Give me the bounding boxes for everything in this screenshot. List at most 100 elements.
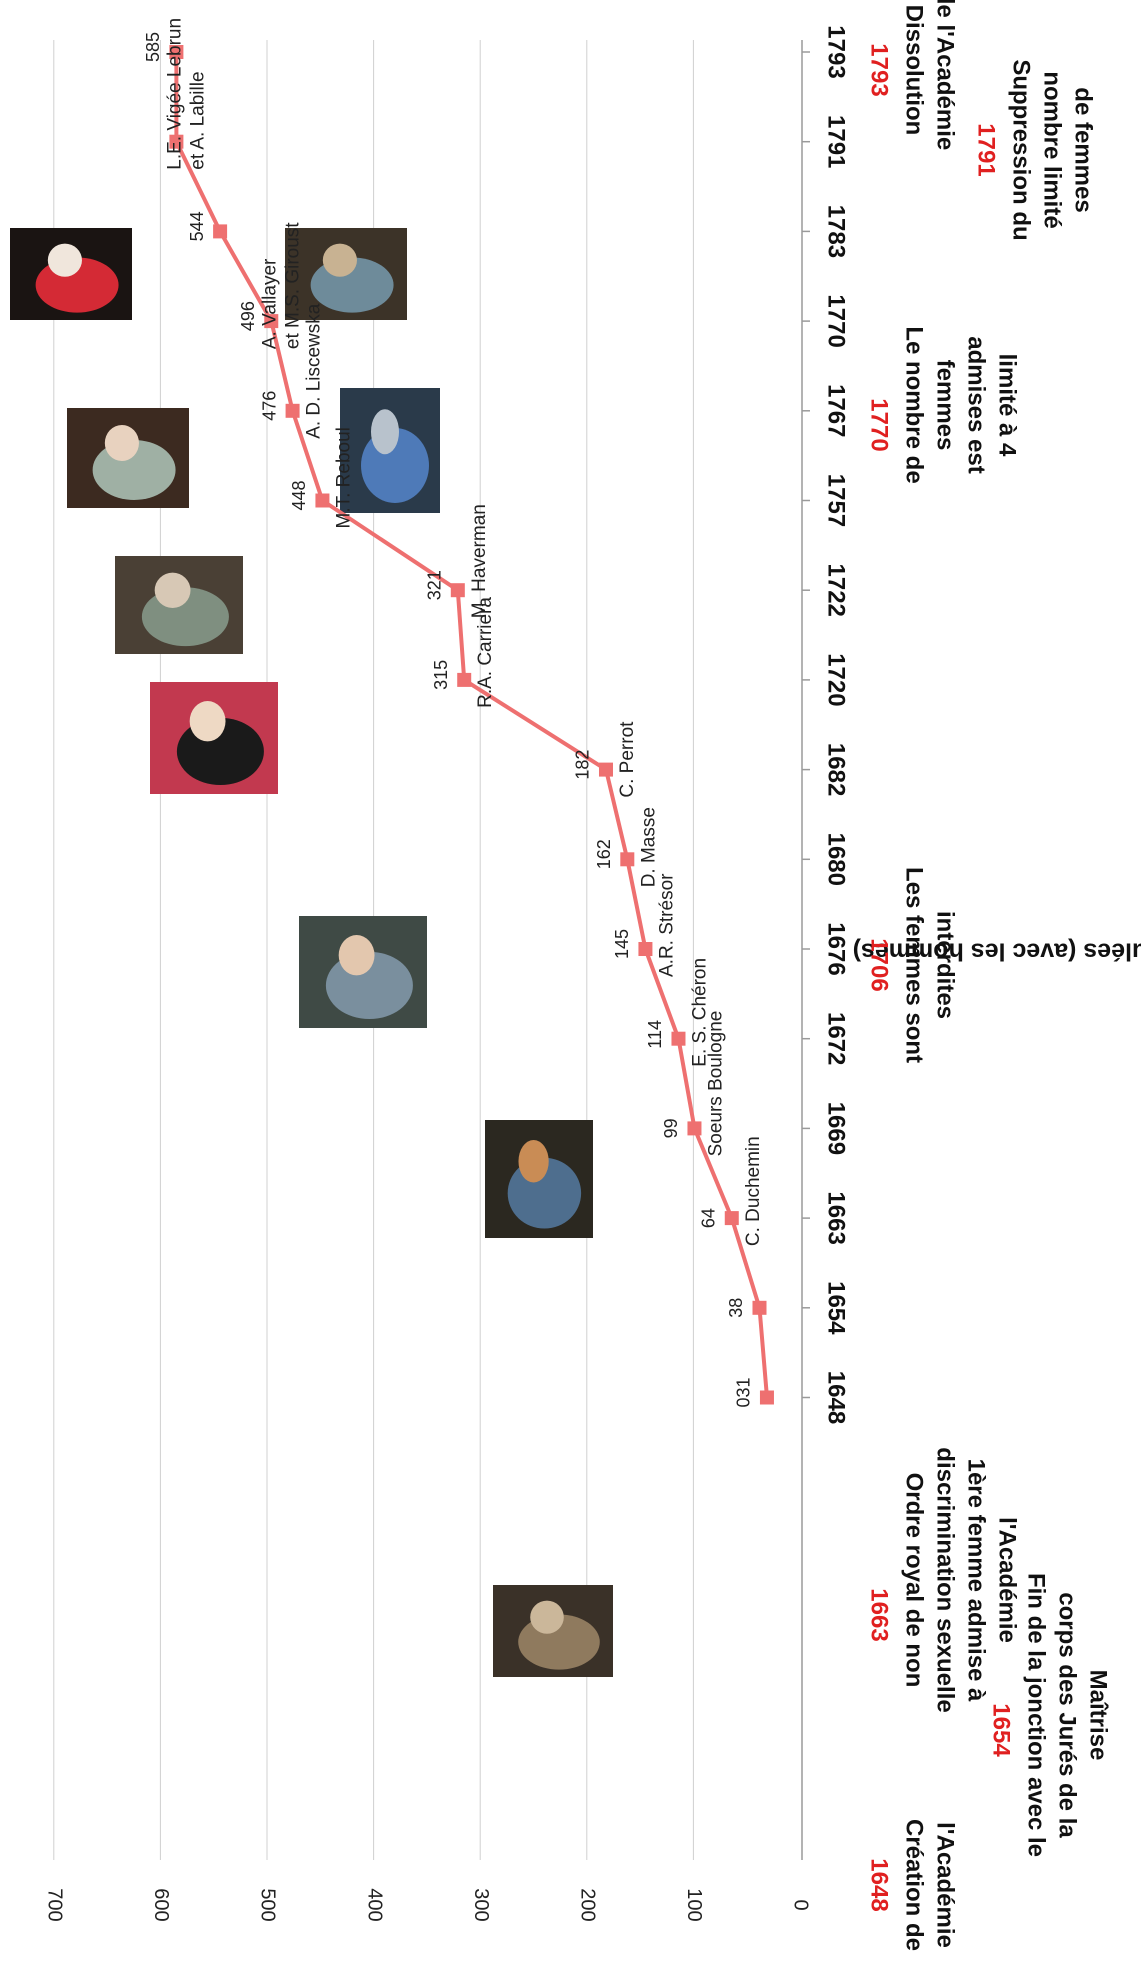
category-tick-label: 1757 (823, 474, 850, 527)
artist-name-label: L.E. Vigée Lebrun (164, 18, 185, 170)
event-description-line: Création de (901, 1819, 928, 1951)
data-point-marker (457, 672, 472, 687)
event-description-line: nombre limité (1039, 71, 1066, 228)
artist-name-label: A.R. Strésor (656, 873, 677, 977)
category-tick-label: 1770 (823, 294, 850, 347)
category-tick-label: 1722 (823, 564, 850, 617)
data-value-label: 544 (187, 211, 207, 241)
value-tick-label: 400 (363, 1888, 385, 1921)
portrait-reboul-image (150, 682, 278, 794)
event-description-line: Les femmes sont (901, 867, 928, 1063)
event-description-line: Suppression du (1008, 59, 1035, 240)
data-value-label: 496 (238, 301, 258, 331)
portrait-cheron-image (485, 1120, 593, 1238)
data-point-marker (598, 762, 613, 777)
category-tick-label: 1663 (823, 1191, 850, 1244)
portrait-face (371, 409, 399, 455)
portrait-vallayer-image (67, 408, 189, 508)
data-point-marker (213, 224, 228, 239)
event-description-line: 1ère femme admise à (963, 1459, 990, 1702)
event-description-line: Le nombre de (901, 326, 928, 483)
event-year-label: 1791 (973, 123, 1000, 176)
data-point-marker (724, 1211, 739, 1226)
data-value-label: 585 (143, 32, 163, 62)
category-tick-label: 1654 (823, 1281, 850, 1335)
category-tick-label: 1720 (823, 653, 850, 706)
data-point-marker (169, 134, 184, 149)
portraits-layer (10, 228, 613, 1677)
data-point-marker (752, 1300, 767, 1315)
data-point-marker (315, 493, 330, 508)
data-value-label: 64 (699, 1208, 719, 1228)
category-tick-label: 1793 (823, 25, 850, 78)
artist-name-label: E. S. Chéron (689, 958, 710, 1067)
data-value-label: 315 (431, 660, 451, 690)
category-tick-label: 1648 (823, 1371, 850, 1424)
artist-name-label: A. Vallayer (259, 258, 280, 349)
event-description-line: de femmes (1070, 87, 1097, 212)
data-point-marker (620, 852, 635, 867)
event-description-line: Fin de la jonction avec le (1023, 1573, 1050, 1857)
data-point-marker (285, 403, 300, 418)
artist-name-label: et M.S. Giroust (282, 222, 303, 349)
portrait-labille-image (285, 228, 407, 320)
data-value-label: 321 (425, 570, 445, 600)
artist-name-label: C. Duchemin (743, 1136, 764, 1246)
grid-layer: 0 100 200 300 400 500 600 700 (44, 40, 812, 1922)
artist-name-label: Soeurs Boulogne (705, 1011, 726, 1157)
portrait-duchemin-image (493, 1585, 613, 1677)
data-value-label: 182 (573, 750, 593, 780)
artist-name-label: R.A. Carriera (475, 597, 496, 708)
artist-name-label: M.T. Reboul (333, 427, 354, 528)
category-tick-label: 1783 (823, 205, 850, 258)
value-tick-label: 500 (257, 1888, 279, 1921)
event-year-label: 1770 (866, 398, 893, 451)
event-description-line: interdites (932, 911, 959, 1019)
portrait-carriera-image (299, 916, 427, 1028)
category-tick-label: 1680 (823, 833, 850, 886)
category-tick-label: 1682 (823, 743, 850, 796)
portrait-face (47, 243, 82, 277)
portrait-giroust-image (340, 388, 440, 513)
category-tick-label: 1669 (823, 1102, 850, 1155)
portrait-vigee-lebrun-image (10, 228, 132, 320)
artist-name-label: C. Perrot (617, 721, 638, 798)
data-point-marker (638, 942, 653, 956)
series-line (174, 52, 769, 1398)
event-year-label: 1663 (866, 1588, 893, 1641)
event-year-label: 1654 (988, 1703, 1015, 1757)
portrait-face (104, 425, 139, 461)
portrait-face (322, 243, 357, 277)
data-value-label: 476 (259, 391, 279, 421)
data-point-marker (671, 1031, 686, 1046)
event-description-line: femmes (932, 360, 959, 451)
artist-name-label: M. Haverman (469, 504, 490, 618)
category-tick-label: 1767 (823, 384, 850, 437)
value-tick-label: 700 (44, 1888, 66, 1921)
category-tick-label: 1672 (823, 1012, 850, 1065)
value-tick-label: 0 (790, 1899, 812, 1910)
value-tick-label: 600 (150, 1888, 172, 1921)
data-value-label: 031 (734, 1377, 754, 1407)
data-point-marker (759, 1390, 774, 1405)
event-description-line: l'Académie (932, 1822, 959, 1948)
artist-name-label: et A. Labille (187, 71, 208, 169)
event-year-label: 1793 (866, 43, 893, 96)
category-tick-label: 1791 (823, 115, 850, 168)
data-value-label: 145 (612, 929, 632, 959)
event-description-line: limité à 4 (994, 354, 1021, 457)
data-value-label: 114 (645, 1020, 665, 1049)
event-description-line: de l'Académie (932, 0, 959, 150)
value-tick-label: 300 (470, 1888, 492, 1921)
portrait-liscewska-image (115, 556, 243, 654)
data-value-label: 38 (726, 1298, 746, 1318)
event-description-line: Dissolution (901, 5, 928, 136)
data-value-label: 448 (289, 480, 309, 510)
y-axis-title: Admissions cumulées (avec les hommes) (853, 937, 1141, 965)
data-value-label: 99 (661, 1118, 681, 1138)
artist-name-label: A. D. Liscewska (304, 303, 325, 439)
data-point-marker (687, 1121, 702, 1136)
category-tick-label: 1676 (823, 922, 850, 975)
